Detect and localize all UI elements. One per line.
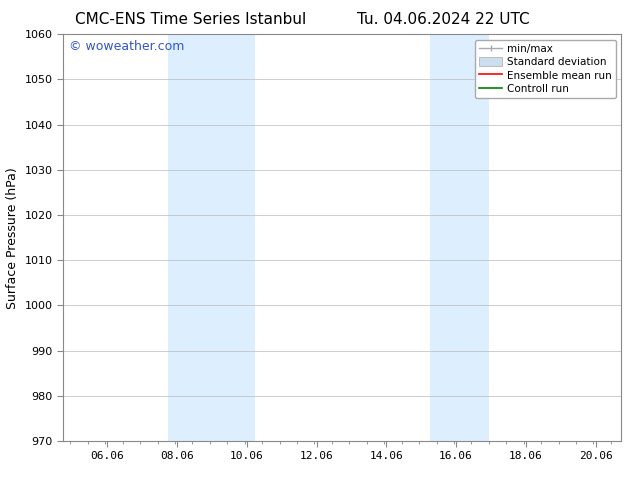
Text: © woweather.com: © woweather.com: [69, 40, 184, 53]
Text: Tu. 04.06.2024 22 UTC: Tu. 04.06.2024 22 UTC: [358, 12, 530, 27]
Legend: min/max, Standard deviation, Ensemble mean run, Controll run: min/max, Standard deviation, Ensemble me…: [475, 40, 616, 98]
Text: CMC-ENS Time Series Istanbul: CMC-ENS Time Series Istanbul: [75, 12, 306, 27]
Bar: [429, 34, 489, 441]
Bar: [168, 34, 256, 441]
Y-axis label: Surface Pressure (hPa): Surface Pressure (hPa): [6, 167, 19, 309]
